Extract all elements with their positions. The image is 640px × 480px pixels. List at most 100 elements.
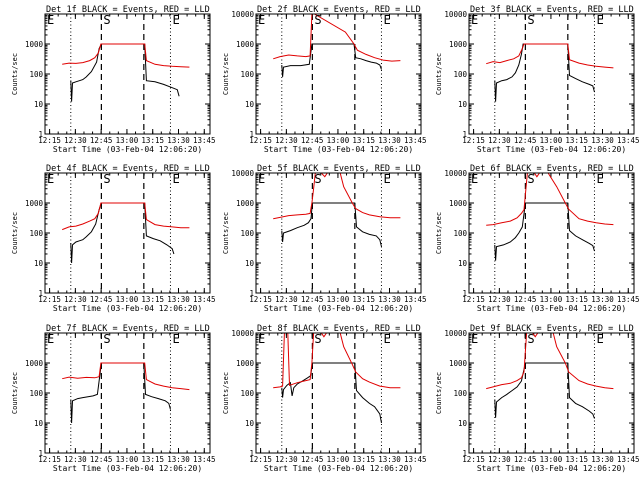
x-tick-label: 13:15: [565, 295, 588, 304]
y-tick-label: 1000: [449, 359, 468, 368]
x-axis-label: Start Time (03-Feb-04 12:06:20): [53, 304, 202, 313]
y-tick-label: 10000: [444, 169, 467, 178]
end-marker-label: E: [383, 172, 390, 186]
x-tick-label: 12:45: [90, 136, 113, 145]
start-marker-label: E: [471, 332, 478, 346]
x-tick-label: 13:00: [116, 295, 139, 304]
y-tick-label: 10: [34, 100, 44, 109]
panel-title: Det 9f BLACK = Events, RED = LLD: [470, 324, 634, 334]
panel-title: Det 8f BLACK = Events, RED = LLD: [257, 324, 421, 334]
y-tick-label: 1: [249, 289, 254, 298]
x-tick-label: 12:30: [64, 295, 87, 304]
x-tick-label: 13:30: [591, 455, 614, 464]
end-marker-label: E: [596, 13, 603, 27]
panel-5: Det 5f BLACK = Events, RED = LLD 1 10 100 10…: [222, 164, 427, 313]
y-axis-label: Counts/sec: [435, 372, 443, 414]
x-axis-label: Start Time (03-Feb-04 12:06:20): [53, 464, 202, 473]
mid-marker-label: S: [314, 332, 321, 346]
lld-series-line: [486, 173, 614, 226]
y-tick-label: 1: [249, 130, 254, 139]
end-marker-label: E: [596, 172, 603, 186]
panel-4: Det 4f BLACK = Events, RED = LLD 1 10 100 10…: [11, 164, 216, 313]
y-tick-label: 100: [453, 389, 467, 398]
x-tick-label: 12:45: [301, 295, 324, 304]
x-tick-label: 13:00: [327, 136, 350, 145]
panel-3: Det 3f BLACK = Events, RED = LLD 1 10 100 10…: [435, 5, 640, 154]
panel-title: Det 5f BLACK = Events, RED = LLD: [257, 164, 421, 174]
x-tick-label: 13:00: [540, 136, 563, 145]
y-tick-label: 10: [34, 419, 44, 428]
x-tick-label: 13:30: [378, 295, 401, 304]
y-tick-label: 10: [458, 100, 468, 109]
x-tick-label: 12:30: [275, 136, 298, 145]
x-tick-label: 12:45: [90, 455, 113, 464]
plot-frame: [468, 332, 635, 454]
x-tick-label: 13:30: [591, 136, 614, 145]
x-tick-label: 12:15: [249, 295, 272, 304]
panel-7: Det 7f BLACK = Events, RED = LLD 1 10 100 10…: [11, 324, 216, 473]
y-tick-label: 100: [453, 229, 467, 238]
y-axis-label: Counts/sec: [222, 53, 230, 95]
mid-marker-label: S: [527, 172, 534, 186]
panel-2: Det 2f BLACK = Events, RED = LLD 1 10 100 10…: [222, 5, 427, 154]
x-tick-label: 12:30: [275, 455, 298, 464]
lld-series-line: [273, 14, 401, 62]
x-tick-label: 13:45: [404, 455, 427, 464]
y-tick-label: 1000: [236, 199, 255, 208]
x-tick-label: 13:45: [617, 455, 640, 464]
panel-1: Det 1f BLACK = Events, RED = LLD 1 10 100 10…: [11, 5, 216, 154]
lld-series-line: [62, 362, 190, 391]
plot-frame: [255, 332, 422, 454]
x-tick-label: 13:45: [404, 136, 427, 145]
start-marker-label: E: [258, 332, 265, 346]
x-tick-label: 13:00: [540, 295, 563, 304]
y-tick-label: 1: [462, 130, 467, 139]
x-tick-label: 13:45: [193, 455, 216, 464]
y-tick-label: 100: [453, 70, 467, 79]
events-series-line: [70, 43, 180, 102]
end-marker-label: E: [172, 172, 179, 186]
y-axis-label: Counts/sec: [11, 212, 19, 254]
events-series-line: [281, 202, 382, 247]
y-tick-label: 100: [29, 389, 43, 398]
x-tick-label: 12:30: [64, 455, 87, 464]
panel-title: Det 4f BLACK = Events, RED = LLD: [46, 164, 210, 174]
mid-marker-label: S: [527, 13, 534, 27]
x-axis-label: Start Time (03-Feb-04 12:06:20): [477, 145, 626, 154]
x-tick-label: 13:30: [591, 295, 614, 304]
y-axis-label: Counts/sec: [435, 212, 443, 254]
x-tick-label: 13:30: [378, 136, 401, 145]
x-tick-label: 13:15: [565, 455, 588, 464]
end-marker-label: E: [172, 332, 179, 346]
panel-8: Det 8f BLACK = Events, RED = LLD 1 10 100 10…: [222, 324, 427, 473]
panel-title: Det 3f BLACK = Events, RED = LLD: [470, 5, 634, 15]
plot-frame: [468, 13, 635, 135]
x-tick-label: 13:15: [141, 136, 164, 145]
x-tick-label: 13:30: [378, 455, 401, 464]
start-marker-label: E: [258, 13, 265, 27]
x-tick-label: 12:45: [301, 136, 324, 145]
start-marker-label: E: [471, 13, 478, 27]
x-tick-label: 13:30: [167, 455, 190, 464]
start-marker-label: E: [47, 172, 54, 186]
panel-title: Det 2f BLACK = Events, RED = LLD: [257, 5, 421, 15]
panel-title: Det 6f BLACK = Events, RED = LLD: [470, 164, 634, 174]
x-tick-label: 12:45: [514, 136, 537, 145]
panel-6: Det 6f BLACK = Events, RED = LLD 1 10 100 10…: [435, 164, 640, 313]
events-series-line: [494, 362, 595, 419]
x-tick-label: 12:15: [38, 455, 61, 464]
x-tick-label: 13:45: [404, 295, 427, 304]
end-marker-label: E: [596, 332, 603, 346]
x-axis-label: Start Time (03-Feb-04 12:06:20): [53, 145, 202, 154]
y-tick-label: 1: [249, 449, 254, 458]
end-marker-label: E: [172, 13, 179, 27]
y-tick-label: 10000: [231, 169, 254, 178]
y-tick-label: 10000: [231, 329, 254, 338]
x-axis-label: Start Time (03-Feb-04 12:06:20): [477, 304, 626, 313]
lld-series-line: [62, 202, 190, 231]
x-tick-label: 13:45: [193, 295, 216, 304]
x-tick-label: 12:15: [249, 455, 272, 464]
plot-frame: [44, 13, 211, 135]
x-tick-label: 13:45: [617, 136, 640, 145]
